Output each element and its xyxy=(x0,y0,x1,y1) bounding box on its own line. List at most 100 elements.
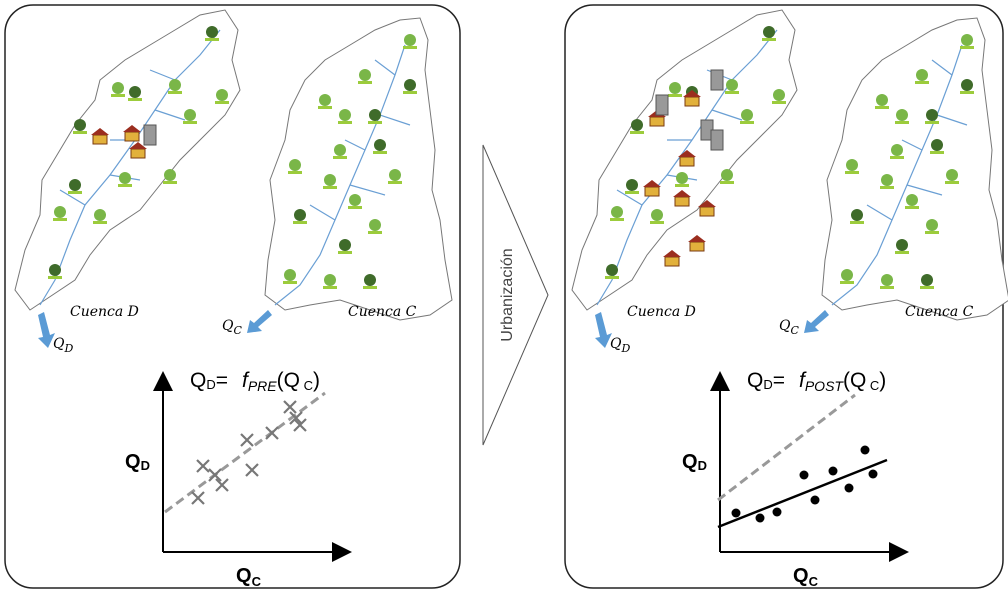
function: f xyxy=(242,369,250,392)
house xyxy=(699,206,715,217)
tree xyxy=(339,239,351,251)
roof xyxy=(643,180,661,187)
house xyxy=(130,148,146,159)
function: f xyxy=(799,369,807,392)
point xyxy=(731,508,741,518)
cross xyxy=(215,478,229,492)
trend-line xyxy=(164,391,326,514)
tree xyxy=(49,264,61,276)
grass xyxy=(675,184,689,187)
point xyxy=(828,466,838,476)
house xyxy=(664,256,680,267)
grass xyxy=(293,221,307,224)
grass xyxy=(323,186,337,189)
outlet-d-label: QD xyxy=(610,336,630,355)
house xyxy=(689,241,705,252)
grass xyxy=(118,184,132,187)
subscript: C xyxy=(233,324,242,337)
q: Q xyxy=(793,565,809,587)
grass xyxy=(610,218,624,221)
tree xyxy=(906,194,918,206)
grass xyxy=(668,94,682,97)
grass xyxy=(890,156,904,159)
grass xyxy=(740,121,754,124)
tree xyxy=(926,219,938,231)
grass xyxy=(625,191,639,194)
grass xyxy=(205,38,219,41)
subscript: D xyxy=(206,377,215,392)
q: Q xyxy=(53,336,65,352)
grass xyxy=(68,191,82,194)
tree xyxy=(324,174,336,186)
tree xyxy=(334,144,346,156)
grass xyxy=(368,231,382,234)
tree xyxy=(112,82,124,94)
tree xyxy=(721,169,733,181)
grass xyxy=(48,276,62,279)
grass xyxy=(960,46,974,49)
cross xyxy=(191,491,205,505)
tree xyxy=(891,144,903,156)
grass xyxy=(930,151,944,154)
tree xyxy=(841,269,853,281)
grass xyxy=(850,221,864,224)
y-axis-label: QD xyxy=(682,451,707,473)
tree xyxy=(606,264,618,276)
grass xyxy=(650,221,664,224)
tree xyxy=(961,34,973,46)
transition-arrow xyxy=(482,144,549,446)
outlet-d-label: QD xyxy=(53,336,73,355)
tree xyxy=(119,172,131,184)
point xyxy=(755,513,765,523)
subscript: D xyxy=(141,458,150,473)
basin-c-label: Cuenca C xyxy=(905,304,974,320)
grass xyxy=(905,206,919,209)
tree xyxy=(164,169,176,181)
trend-line xyxy=(717,393,856,502)
grass xyxy=(215,101,229,104)
tree xyxy=(94,209,106,221)
point xyxy=(860,445,870,455)
grass xyxy=(358,81,372,84)
tree xyxy=(611,206,623,218)
basin-d-label: Cuenca D xyxy=(70,304,139,320)
basins xyxy=(14,9,453,321)
grass xyxy=(403,91,417,94)
grass xyxy=(111,94,125,97)
roof xyxy=(683,90,701,97)
tree xyxy=(69,179,81,191)
tree xyxy=(319,94,331,106)
tree xyxy=(741,109,753,121)
tree xyxy=(921,274,933,286)
x-axis-label: QC xyxy=(793,565,819,589)
tree xyxy=(216,89,228,101)
grass xyxy=(925,121,939,124)
equals: = xyxy=(216,369,228,392)
panel xyxy=(4,4,461,589)
grass xyxy=(762,38,776,41)
subscript: C xyxy=(300,378,313,393)
grass xyxy=(895,121,909,124)
tree xyxy=(631,119,643,131)
tree xyxy=(676,172,688,184)
tree xyxy=(54,206,66,218)
grass xyxy=(338,121,352,124)
grass xyxy=(630,131,644,134)
tree xyxy=(184,109,196,121)
tree xyxy=(926,109,938,121)
argument: (Q xyxy=(843,369,866,392)
roof xyxy=(678,150,696,157)
tree xyxy=(876,94,888,106)
tree xyxy=(294,209,306,221)
tree xyxy=(896,239,908,251)
tree xyxy=(349,194,361,206)
tree xyxy=(289,159,301,171)
grass xyxy=(183,121,197,124)
grass xyxy=(368,121,382,124)
roof xyxy=(698,200,716,207)
tree xyxy=(359,69,371,81)
outlet-arrow xyxy=(247,310,272,333)
tree xyxy=(389,169,401,181)
